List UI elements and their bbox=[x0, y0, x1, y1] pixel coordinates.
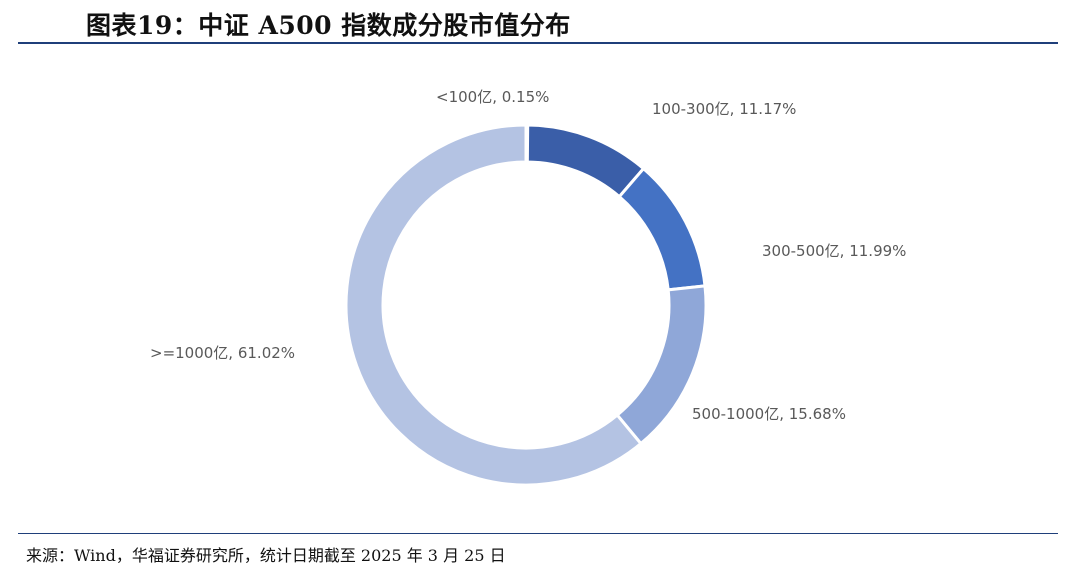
chart-title: 图表19：中证 A500 指数成分股市值分布 bbox=[86, 11, 571, 40]
slice-label-1: <100亿, 0.15% bbox=[436, 88, 549, 106]
source-note: 来源：Wind，华福证券研究所，统计日期截至 2025 年 3 月 25 日 bbox=[26, 546, 506, 565]
footer-divider bbox=[18, 533, 1058, 534]
slice-label-2: 100-300亿, 11.17% bbox=[652, 100, 796, 118]
slice-label-4: 500-1000亿, 15.68% bbox=[692, 405, 846, 423]
donut-slice-3 bbox=[617, 166, 707, 292]
donut-slice-5 bbox=[344, 123, 643, 487]
slice-label-3: 300-500亿, 11.99% bbox=[762, 242, 906, 260]
slice-label-5: >=1000亿, 61.02% bbox=[150, 344, 295, 362]
donut-slice-2 bbox=[525, 123, 646, 199]
title-divider bbox=[18, 42, 1058, 44]
